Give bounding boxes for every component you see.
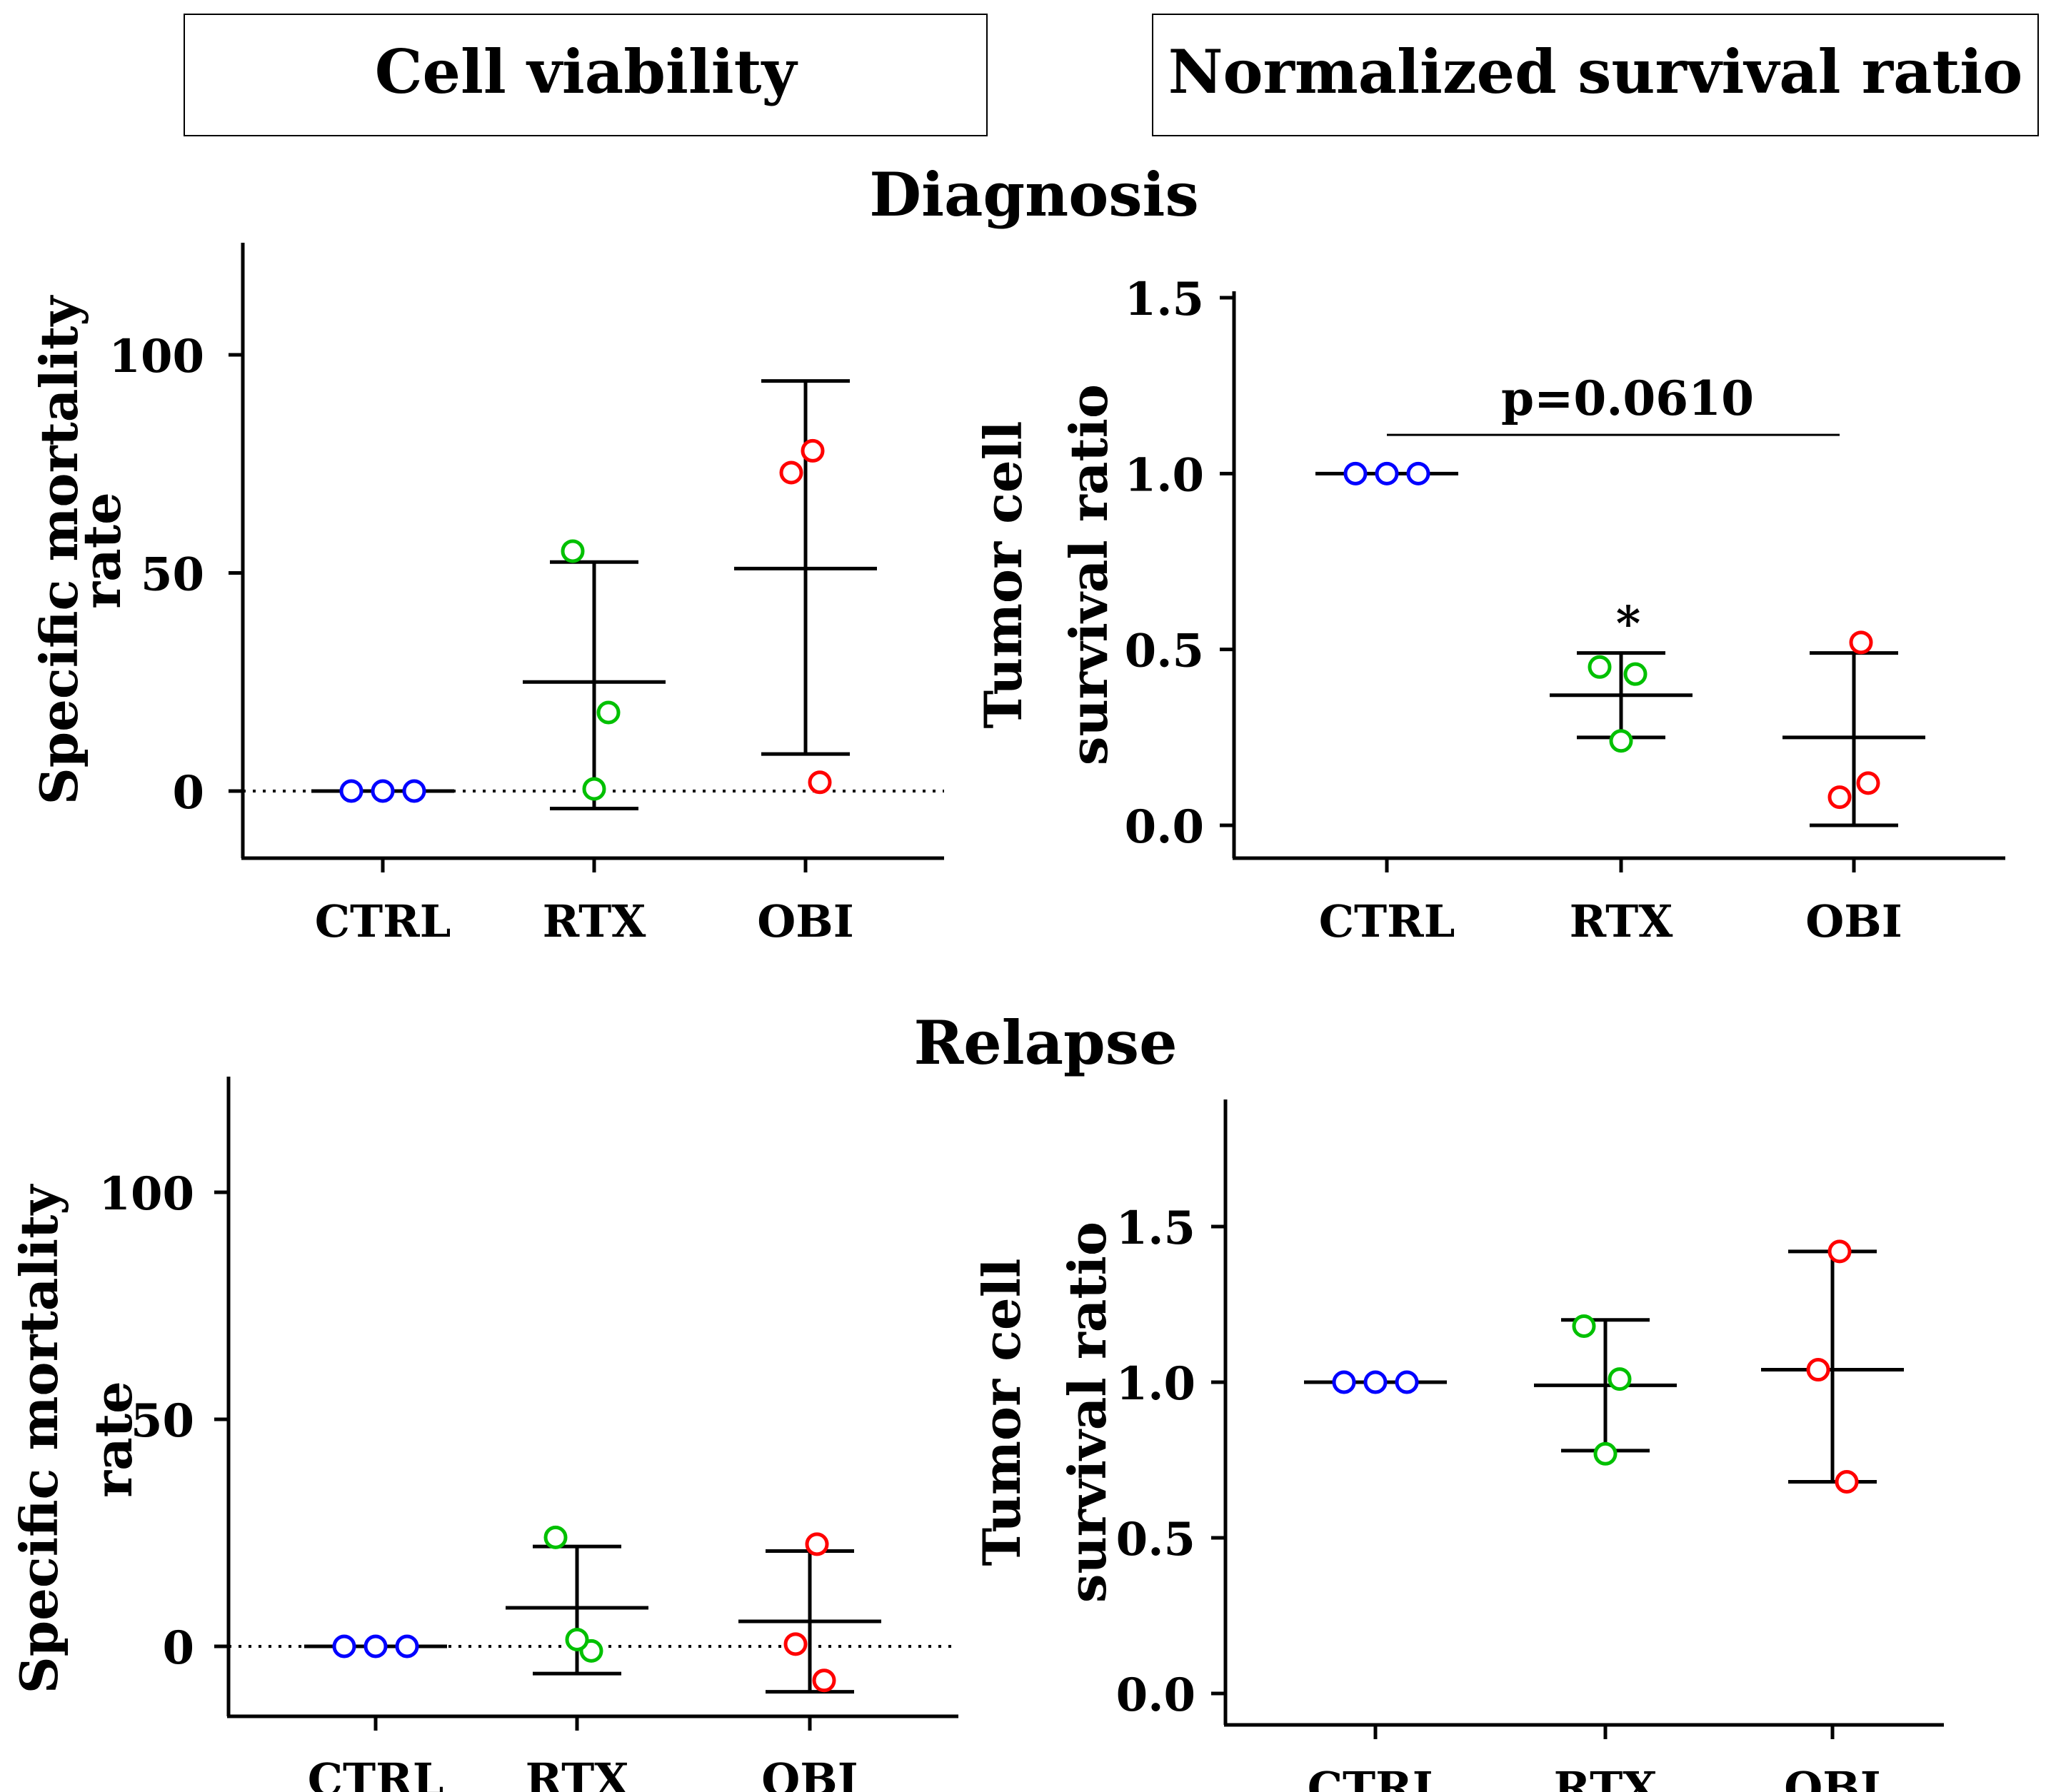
y-axis-label: rate	[71, 492, 132, 609]
y-axis-label: rate	[83, 1381, 144, 1498]
x-tick-label: CTRL	[315, 895, 451, 947]
y-tick-label: 1.0	[1116, 1357, 1195, 1411]
data-point-ctrl	[402, 779, 426, 803]
data-point-rtx	[582, 777, 606, 801]
y-tick-label: 0.5	[1125, 625, 1204, 678]
data-point-rtx	[1588, 655, 1612, 679]
data-point-obi	[1806, 1358, 1830, 1382]
data-point-obi	[1835, 1470, 1859, 1494]
data-point-rtx	[1623, 662, 1648, 686]
header-left-box	[184, 14, 988, 136]
data-point-obi	[783, 1632, 808, 1656]
x-tick-label: CTRL	[1308, 1762, 1444, 1792]
header-right: Normalized survival ratio	[1152, 14, 2039, 136]
y-axis-label: Specific mortality	[29, 295, 89, 805]
y-tick-label: 50	[131, 1394, 194, 1448]
y-tick-label: 100	[99, 1167, 194, 1221]
data-point-rtx	[1609, 729, 1633, 753]
x-tick-label: OBI	[757, 895, 853, 947]
y-tick-label: 0.0	[1116, 1668, 1195, 1722]
data-point-ctrl	[1363, 1370, 1388, 1394]
y-tick-label: 100	[109, 330, 204, 383]
y-tick-label: 50	[141, 548, 204, 602]
header-left-text: Cell viability	[375, 36, 798, 107]
y-axis-label: Tumor cell	[971, 1259, 1032, 1566]
data-point-rtx	[1572, 1314, 1596, 1339]
data-point-ctrl	[395, 1634, 419, 1658]
data-point-obi	[779, 460, 803, 485]
data-point-rtx	[561, 539, 585, 563]
data-point-ctrl	[371, 779, 395, 803]
data-point-ctrl	[339, 779, 363, 803]
x-tick-label: OBI	[1784, 1762, 1880, 1792]
header-right-text: Normalized survival ratio	[1168, 36, 2022, 107]
data-point-ctrl	[1343, 461, 1368, 485]
section-title-relapse: Relapse	[913, 1007, 1177, 1078]
data-point-rtx	[565, 1627, 589, 1651]
data-point-obi	[1856, 771, 1880, 795]
data-point-rtx	[1608, 1367, 1632, 1391]
y-tick-label: 1.5	[1125, 273, 1204, 326]
data-point-rtx	[543, 1525, 568, 1549]
y-axis-label: survival ratio	[1058, 384, 1119, 765]
data-point-obi	[805, 1532, 829, 1556]
y-axis-label: Specific mortality	[9, 1184, 69, 1694]
x-tick-label: OBI	[1805, 895, 1902, 947]
p-value-label: p=0.0610	[1501, 371, 1754, 426]
x-tick-label: RTX	[543, 895, 647, 947]
data-point-ctrl	[363, 1634, 388, 1658]
data-point-ctrl	[1332, 1370, 1356, 1394]
data-point-obi	[808, 770, 832, 795]
data-point-ctrl	[1375, 461, 1399, 485]
y-tick-label: 0	[162, 1621, 194, 1675]
y-tick-label: 1.0	[1125, 448, 1204, 502]
x-tick-label: RTX	[526, 1753, 630, 1792]
header-left: Cell viability	[184, 14, 988, 136]
y-axis-label: survival ratio	[1057, 1222, 1118, 1603]
chart-diagnosis-survival-ratio: 0.0 0.5 1.0 1.5 CTRL RTX OBI Tumor cell survival…	[973, 273, 2005, 947]
y-axis-label: Tumor cell	[973, 421, 1033, 729]
data-point-rtx	[1593, 1441, 1618, 1466]
data-point-ctrl	[1406, 461, 1430, 485]
section-title-diagnosis: Diagnosis	[869, 159, 1199, 230]
y-tick-label: 0.5	[1116, 1513, 1195, 1566]
x-tick-label: RTX	[1554, 1762, 1658, 1792]
significance-star: *	[1616, 595, 1641, 651]
data-point-obi	[812, 1668, 836, 1693]
y-tick-label: 0	[172, 766, 204, 820]
chart-relapse-survival-ratio: 0.0 0.5 1.0 1.5 CTRL RTX OBI Tumor cell survival…	[971, 1099, 1944, 1792]
data-point-ctrl	[332, 1634, 356, 1658]
x-tick-label: OBI	[761, 1753, 858, 1792]
x-tick-label: CTRL	[1319, 895, 1455, 947]
data-point-rtx	[596, 700, 621, 725]
data-point-obi	[1849, 630, 1873, 655]
data-point-obi	[1827, 1239, 1852, 1264]
x-tick-label: RTX	[1570, 895, 1674, 947]
data-point-obi	[1827, 785, 1852, 810]
y-tick-label: 1.5	[1116, 1202, 1195, 1255]
x-tick-label: CTRL	[308, 1753, 444, 1792]
data-point-ctrl	[1395, 1370, 1419, 1394]
chart-relapse-cell-viability: 0 50 100 CTRL RTX OBI Specific mortality rate	[9, 1077, 958, 1792]
data-point-obi	[801, 438, 825, 463]
y-tick-label: 0.0	[1125, 800, 1204, 854]
header-right-box	[1152, 14, 2039, 136]
